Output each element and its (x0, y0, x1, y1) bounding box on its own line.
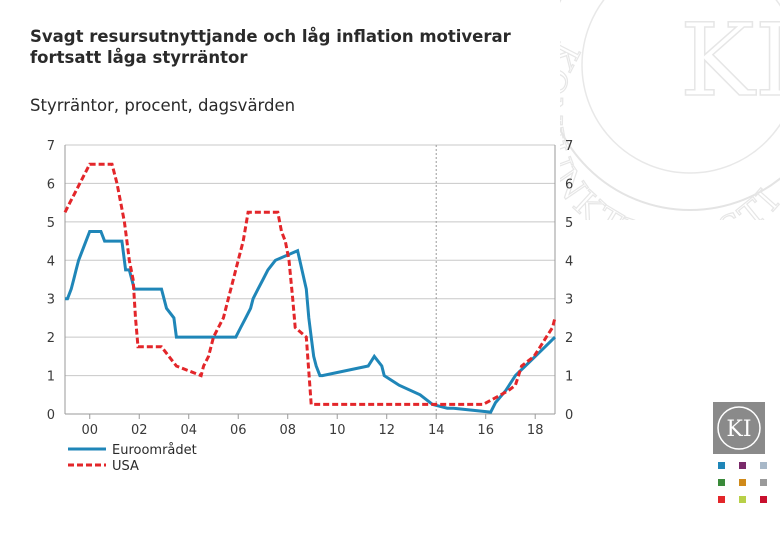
y-ticks-left: 0 1 2 3 4 5 6 7 (47, 139, 55, 423)
color-swatch (760, 462, 767, 469)
y-tick-left-label: 1 (47, 370, 55, 385)
color-swatch (760, 479, 767, 486)
data-series (63, 162, 557, 414)
legend-euro-label: Euroområdet (112, 443, 197, 458)
series-euro-line (65, 230, 557, 414)
color-swatch (739, 462, 746, 469)
ki-seal-watermark: KI KONJUNKTURINSTITUTET (560, 0, 780, 220)
legend-usa-label: USA (112, 459, 139, 474)
color-swatch (739, 479, 746, 486)
y-tick-right-label: 0 (565, 408, 573, 423)
x-tick-label: 18 (527, 423, 544, 438)
logo-background (713, 402, 765, 454)
y-tick-right-label: 6 (565, 177, 573, 192)
x-tick-label: 16 (477, 423, 494, 438)
y-tick-right-label: 2 (565, 331, 573, 346)
color-swatch (739, 496, 746, 503)
color-swatch (718, 479, 725, 486)
title-line-1: Svagt resursutnyttjande och låg inflatio… (30, 27, 511, 46)
x-tick-label: 04 (180, 423, 197, 438)
y-tick-left-label: 0 (47, 408, 55, 423)
x-tick-label: 10 (329, 423, 346, 438)
title-line-2: fortsatt låga styrräntor (30, 48, 248, 67)
x-tick-label: 06 (230, 423, 247, 438)
logo-ring (717, 406, 761, 450)
chart-subtitle: Styrräntor, procent, dagsvärden (30, 96, 296, 115)
y-tick-left-label: 4 (47, 254, 55, 269)
y-tick-left-label: 7 (47, 139, 55, 154)
x-tick-label: 00 (81, 423, 98, 438)
x-tick-label: 12 (378, 423, 395, 438)
y-tick-left-label: 2 (47, 331, 55, 346)
y-tick-left-label: 5 (47, 216, 55, 231)
color-swatches (718, 462, 767, 503)
color-swatch (718, 496, 725, 503)
watermark-letters: KI (680, 2, 780, 119)
legend: Euroområdet USA (68, 443, 197, 474)
y-tick-left-label: 6 (47, 177, 55, 192)
color-swatch (718, 462, 725, 469)
y-tick-right-label: 4 (565, 254, 573, 269)
x-tick-label: 02 (131, 423, 148, 438)
x-ticks: 00 02 04 06 08 10 12 14 16 18 (81, 414, 543, 438)
y-tick-right-label: 1 (565, 370, 573, 385)
y-ticks-right: 0 1 2 3 4 5 6 7 (565, 139, 573, 423)
x-tick-label: 14 (428, 423, 445, 438)
ki-logo: KI (713, 402, 767, 503)
y-tick-right-label: 3 (565, 293, 573, 308)
color-swatch (760, 496, 767, 503)
x-tick-label: 08 (279, 423, 296, 438)
y-tick-right-label: 5 (565, 216, 573, 231)
y-tick-left-label: 3 (47, 293, 55, 308)
axes (64, 145, 556, 415)
y-tick-right-label: 7 (565, 139, 573, 154)
chart-title: Svagt resursutnyttjande och låg inflatio… (30, 26, 570, 68)
logo-letters: KI (726, 417, 751, 442)
series-usa-line (63, 162, 557, 406)
